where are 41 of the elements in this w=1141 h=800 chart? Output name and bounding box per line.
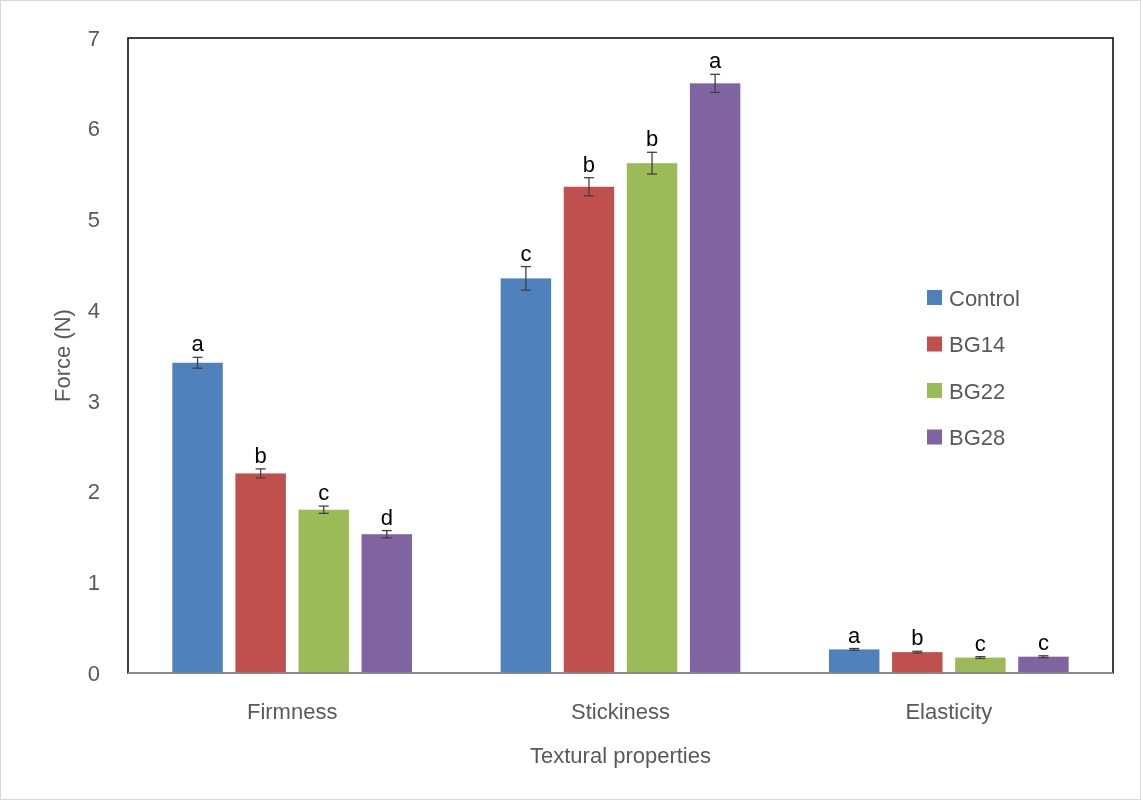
bar (1018, 656, 1069, 673)
bar (172, 362, 223, 673)
bar (235, 473, 286, 673)
data-label: c (1037, 629, 1049, 655)
legend-label: BG14 (949, 332, 1006, 358)
data-label: b (911, 625, 924, 651)
data-label: c (318, 480, 330, 506)
x-tick-label: Stickiness (570, 699, 671, 724)
y-tick-label: 0 (87, 660, 100, 686)
legend-label: BG22 (949, 378, 1006, 404)
bar (955, 657, 1006, 673)
data-label: c (974, 630, 986, 656)
data-label: c (520, 240, 532, 266)
bar (892, 652, 943, 673)
bar (500, 278, 552, 673)
y-tick-label: 5 (87, 207, 100, 233)
bar (626, 163, 678, 673)
data-label: b (582, 151, 596, 177)
bar (298, 509, 349, 673)
data-label: a (708, 48, 722, 74)
data-label: b (254, 442, 267, 468)
y-tick-label: 6 (87, 116, 100, 142)
y-tick-label: 7 (87, 25, 100, 51)
bar (689, 83, 741, 673)
data-label: b (645, 126, 659, 152)
legend-label: Control (949, 285, 1020, 311)
y-axis-title: Force (N) (50, 309, 75, 402)
x-tick-label: Elasticity (905, 699, 993, 724)
y-tick-label: 2 (87, 479, 100, 505)
y-tick-label: 1 (87, 569, 100, 595)
data-label: a (848, 622, 862, 648)
x-tick-label: Firmness (246, 699, 338, 724)
bar (828, 649, 880, 673)
x-axis-title: Textural properties (530, 743, 711, 768)
y-tick-label: 4 (87, 297, 100, 323)
data-label: a (191, 331, 205, 357)
legend-label: BG28 (949, 425, 1006, 451)
bar (563, 186, 615, 673)
y-tick-label: 3 (87, 388, 100, 414)
bar (361, 534, 413, 673)
data-label: d (380, 504, 393, 530)
